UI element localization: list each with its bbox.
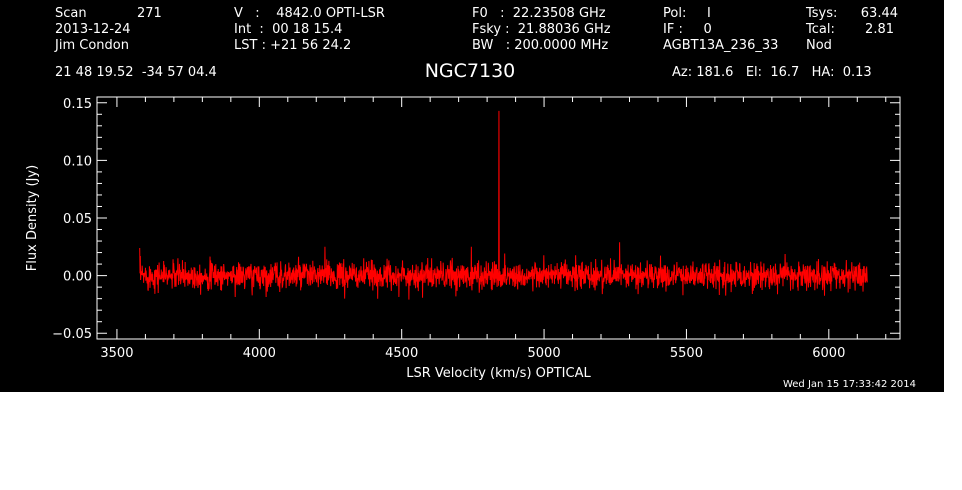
- integration-time: Int : 00 18 15.4: [234, 22, 343, 37]
- spectrum-chart: 3500 4000 4500 5000 5500 6000 −0.05 0.00 0.05 0.1…: [25, 96, 901, 381]
- observation-date: 2013-12-24: [55, 22, 131, 37]
- observing-mode: Nod: [806, 38, 832, 53]
- chart-title: NGC7130: [424, 60, 516, 82]
- if-number: IF : 0: [663, 22, 712, 37]
- spectrum-series-line: [139, 110, 868, 300]
- x-tick-label: 3500: [100, 346, 133, 361]
- bandwidth: BW : 200.0000 MHz: [472, 38, 609, 53]
- tsys-value: 63.44: [860, 6, 898, 21]
- polarization: Pol: I: [663, 6, 711, 21]
- x-tick-label: 5500: [670, 346, 703, 361]
- x-tick-label: 6000: [812, 346, 845, 361]
- x-axis-label: LSR Velocity (km/s) OPTICAL: [406, 366, 591, 381]
- source-coordinates: 21 48 19.52 -34 57 04.4: [55, 65, 217, 80]
- sky-frequency: Fsky : 21.88036 GHz: [472, 22, 611, 37]
- y-tick-label: −0.05: [52, 327, 92, 342]
- y-tick-label: 0.15: [63, 97, 92, 112]
- y-axis-label: Flux Density (Jy): [25, 165, 40, 271]
- pointing-readout: Az: 181.6 El: 16.7 HA: 0.13: [672, 65, 872, 80]
- scan-value: 271: [137, 6, 162, 21]
- tsys-label: Tsys:: [806, 6, 838, 21]
- tcal-value: 2.81: [865, 22, 894, 37]
- project-id: AGBT13A_236_33: [663, 38, 779, 53]
- y-tick-label: 0.00: [63, 270, 92, 285]
- scan-label: Scan: [55, 6, 87, 21]
- observer-name: Jim Condon: [55, 38, 129, 53]
- y-tick-label: 0.05: [63, 212, 92, 227]
- plot-timestamp: Wed Jan 15 17:33:42 2014: [782, 379, 916, 390]
- tcal-label: Tcal:: [806, 22, 835, 37]
- x-tick-label: 4500: [385, 346, 418, 361]
- x-tick-label: 5000: [528, 346, 561, 361]
- lst-readout: LST : +21 56 24.2: [234, 38, 352, 53]
- spectrum-layer: [139, 110, 868, 300]
- rest-frequency: F0 : 22.23508 GHz: [472, 6, 606, 21]
- velocity-readout: V : 4842.0 OPTI-LSR: [234, 6, 385, 21]
- x-tick-label: 4000: [243, 346, 276, 361]
- plot-panel: [0, 0, 944, 392]
- y-tick-label: 0.10: [63, 154, 92, 169]
- axes-layer: 3500 4000 4500 5000 5500 6000 −0.05 0.00 0.05 0.1…: [52, 97, 900, 361]
